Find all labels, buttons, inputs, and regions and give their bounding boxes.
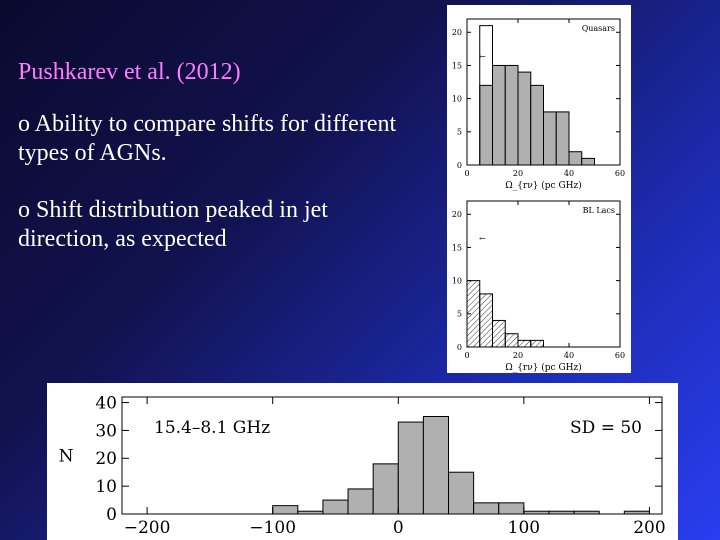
y-tick-label: 5 (457, 310, 462, 319)
arrow-marker: ← (479, 234, 486, 243)
x-tick-label: 40 (564, 169, 574, 178)
y-tick-label: 10 (452, 276, 462, 285)
histogram-bar (297, 510, 324, 515)
histogram-bar (372, 463, 399, 515)
histogram-bar (272, 505, 299, 515)
histogram-bar (498, 502, 525, 515)
histogram-bar (530, 84, 544, 166)
histogram-bar (530, 339, 544, 348)
histogram-bar (504, 333, 519, 348)
histogram-bar (479, 84, 493, 166)
y-tick-label: 15 (452, 243, 462, 252)
y-tick-label: 10 (95, 477, 117, 497)
x-tick-label: 20 (513, 169, 523, 178)
chart-title: 15.4–8.1 GHz (154, 418, 270, 438)
chart-annotation: SD = 50 (570, 418, 642, 438)
histograms-quasars-bllacs: 0 20 40 60 0 5 10 15 20 Quasars Ω_{rν} (pc GHz) ← 0 2… (452, 18, 625, 373)
histogram-bar (623, 510, 650, 515)
x-axis-label: Ω_{rν} (pc GHz) (505, 180, 582, 191)
histogram-shift-distribution: −200 −100 0 100 200 0 10 20 30 40 15.4–8.1 GHz SD =… (59, 394, 666, 538)
y-tick-label: 20 (95, 449, 117, 469)
x-tick-label: 60 (615, 169, 625, 178)
histogram-bar (548, 510, 575, 515)
histogram-bar (568, 151, 583, 166)
y-tick-label: 0 (457, 161, 462, 170)
histogram-bar (555, 111, 570, 166)
x-tick-label: −100 (249, 518, 296, 538)
y-tick-label: 20 (452, 210, 462, 219)
y-tick-label: 5 (457, 128, 462, 137)
arrow-marker: ← (479, 52, 486, 61)
y-tick-label: 20 (452, 28, 462, 37)
slide-title: Pushkarev et al. (2012) (18, 59, 241, 85)
histogram-panel-quasars-bllacs: 0 20 40 60 0 5 10 15 20 Quasars Ω_{rν} (pc GHz) ← 0 2… (447, 5, 631, 373)
x-tick-label: 0 (464, 169, 469, 178)
histogram-bar (347, 488, 374, 515)
histogram-bar (492, 64, 506, 166)
chart-title: BL Lacs (583, 206, 615, 215)
histogram-bar (492, 319, 506, 348)
histogram-bar (397, 421, 424, 515)
x-tick-label: 200 (633, 518, 665, 538)
y-tick-label: 10 (452, 94, 462, 103)
histogram-bar (422, 416, 450, 515)
y-tick-label: 0 (106, 505, 117, 525)
histogram-bar (504, 64, 519, 166)
histogram-bar (573, 510, 600, 515)
histogram-bar (479, 293, 493, 348)
histogram-outline-bar (479, 25, 493, 166)
x-tick-label: 0 (464, 351, 469, 360)
x-tick-label: 100 (508, 518, 540, 538)
histogram-bar (517, 71, 532, 166)
x-tick-label: 20 (513, 351, 523, 360)
histogram-bar (543, 111, 557, 166)
x-tick-label: 60 (615, 351, 625, 360)
y-tick-label: 15 (452, 61, 462, 70)
histogram-bar (581, 157, 595, 166)
histogram-bar (523, 510, 550, 515)
y-tick-label: 30 (95, 421, 117, 441)
y-tick-label: 40 (95, 394, 117, 414)
bullet-shift-distribution: o Shift distribution peaked in jet direc… (18, 197, 328, 252)
histogram-bar (448, 471, 475, 515)
y-axis-label: N (59, 447, 74, 467)
chart-title: Quasars (582, 24, 615, 33)
histogram-panel-shifts: −200 −100 0 100 200 0 10 20 30 40 15.4–8.1 GHz SD =… (47, 383, 678, 540)
y-tick-label: 0 (457, 343, 462, 352)
x-axis-label: Ω_{rν} (pc GHz) (505, 362, 582, 373)
bullet-compare-shifts: o Ability to compare shifts for differen… (18, 111, 397, 166)
x-tick-label: 0 (393, 518, 404, 538)
x-tick-label: 40 (564, 351, 574, 360)
x-tick-label: −200 (124, 518, 171, 538)
histogram-bar (517, 339, 532, 348)
histogram-bar (322, 499, 349, 515)
histogram-bar (473, 502, 500, 515)
